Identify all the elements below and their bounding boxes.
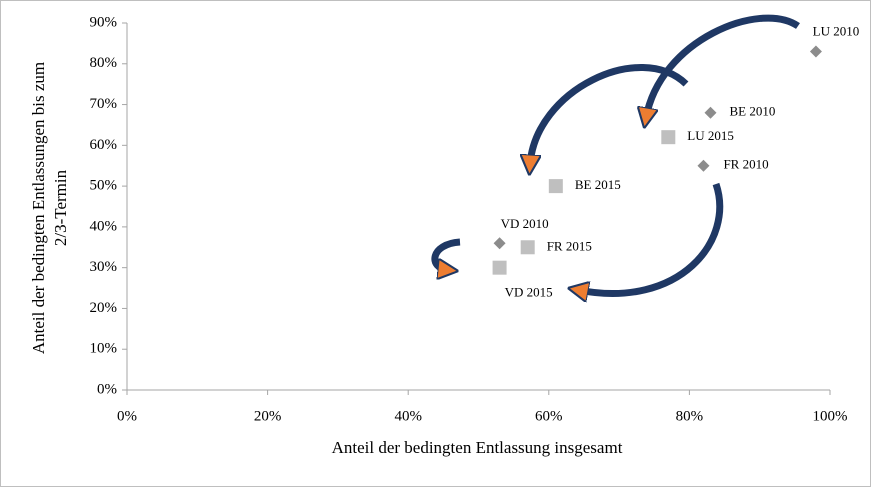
arrow xyxy=(431,238,461,270)
y-tick-label: 70% xyxy=(90,96,118,112)
x-tick-label: 0% xyxy=(117,408,137,424)
y-axis-title-line: 2/3-Termin xyxy=(51,169,70,246)
y-tick-label: 10% xyxy=(90,341,118,357)
arrow xyxy=(578,182,724,293)
point xyxy=(492,260,507,275)
arrows xyxy=(431,14,800,293)
y-tick-label: 30% xyxy=(90,259,118,275)
point-label: LU 2010 xyxy=(813,24,860,39)
x-tick-label: 20% xyxy=(254,408,282,424)
point xyxy=(661,130,676,145)
y-tick-label: 20% xyxy=(90,300,118,316)
point xyxy=(809,45,822,58)
point-label: VD 2010 xyxy=(501,216,549,231)
point xyxy=(704,106,717,119)
y-tick-label: 50% xyxy=(90,178,118,194)
y-tick-label: 0% xyxy=(97,381,117,397)
x-tick-label: 100% xyxy=(813,408,848,424)
point-label: VD 2015 xyxy=(505,285,553,300)
x-axis-title: Anteil der bedingten Entlassung insgesam… xyxy=(332,438,623,457)
y-axis-title: Anteil der bedingten Entlassungen bis zu… xyxy=(29,62,70,354)
arrow xyxy=(530,64,689,165)
point-label: BE 2010 xyxy=(729,104,775,119)
x-tick-label: 60% xyxy=(535,408,563,424)
point xyxy=(548,179,563,194)
x-tick-label: 40% xyxy=(394,408,422,424)
y-tick-label: 90% xyxy=(90,14,118,30)
y-tick-label: 80% xyxy=(90,55,118,71)
point-label: BE 2015 xyxy=(575,177,621,192)
point xyxy=(520,240,535,255)
point-label: FR 2015 xyxy=(547,238,592,253)
point-label: LU 2015 xyxy=(687,128,734,143)
point xyxy=(697,159,710,172)
point xyxy=(493,237,506,250)
point-label: FR 2010 xyxy=(723,157,768,172)
x-tick-label: 80% xyxy=(676,408,704,424)
y-axis-title-line: Anteil der bedingten Entlassungen bis zu… xyxy=(29,62,48,354)
y-tick-label: 40% xyxy=(90,218,118,234)
y-tick-label: 60% xyxy=(90,137,118,153)
arrow xyxy=(646,14,800,118)
